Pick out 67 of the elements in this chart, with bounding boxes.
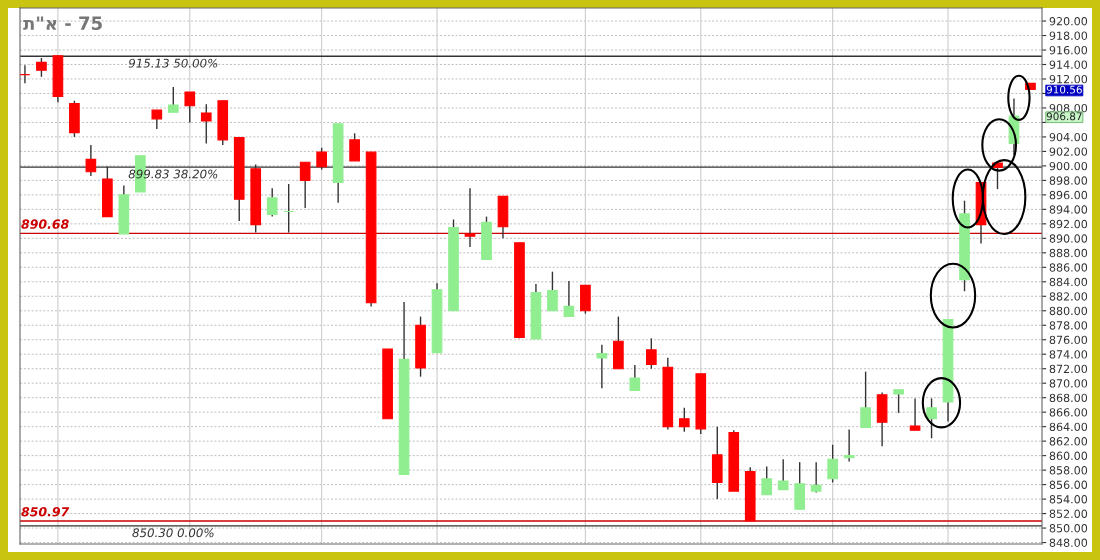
candlestick	[629, 364, 641, 392]
y-tick-label: 904.00	[1049, 132, 1088, 142]
ref-line-label: 899.83 38.20%	[128, 169, 218, 179]
y-tick-label: 880.00	[1049, 306, 1088, 316]
candlestick	[843, 428, 855, 463]
ref-line-label: 915.13 50.00%	[128, 58, 218, 68]
candlestick	[200, 103, 212, 145]
y-tick-label: 878.00	[1049, 321, 1088, 330]
y-tick-label: 898.00	[1049, 176, 1088, 185]
y-tick-label: 914.00	[1049, 60, 1088, 69]
candlestick	[810, 461, 822, 494]
candlestick	[777, 458, 789, 491]
candlestick	[283, 183, 295, 234]
y-tick-label: 854.00	[1049, 495, 1088, 504]
y-tick-label: 864.00	[1049, 422, 1088, 432]
y-tick-label: 918.00	[1049, 31, 1088, 40]
y-tick-label: 874.00	[1049, 350, 1088, 359]
candlestick	[547, 270, 558, 312]
candlestick	[909, 397, 921, 431]
y-tick-label: 856.00	[1049, 480, 1088, 489]
y-tick-label: 892.00	[1049, 219, 1088, 229]
text: 910.56	[1046, 85, 1082, 94]
candlestick	[678, 407, 690, 433]
candlestick	[827, 444, 838, 484]
y-tick-label: 894.00	[1049, 205, 1088, 214]
candlestick	[20, 64, 31, 85]
chart-title: ת"א - 75	[23, 16, 102, 31]
candlestick	[349, 132, 360, 162]
candlestick	[860, 370, 871, 429]
y-tick-label: 890.00	[1049, 234, 1088, 243]
y-tick-label: 852.00	[1049, 509, 1088, 518]
y-tick-label: 858.00	[1049, 466, 1088, 475]
y-tick-label: 868.00	[1049, 393, 1088, 403]
y-tick-label: 900.00	[1049, 161, 1088, 171]
candlestick	[926, 397, 937, 439]
y-tick-label: 896.00	[1049, 190, 1088, 200]
y-tick-label: 862.00	[1049, 437, 1088, 446]
y-tick-label: 884.00	[1049, 277, 1088, 287]
y-tick-label: 882.00	[1049, 292, 1088, 301]
candlestick	[761, 465, 773, 496]
y-tick-label: 860.00	[1049, 451, 1088, 461]
candlestick	[184, 91, 196, 124]
ref-line-label: 850.30 0.00%	[132, 528, 214, 538]
candlestick	[645, 337, 657, 370]
ref-line-label: 850.97	[21, 506, 70, 517]
y-tick-label: 912.00	[1049, 74, 1088, 84]
text: 906.87	[1046, 112, 1082, 121]
ref-line-label: 890.68	[21, 219, 69, 229]
y-tick-label: 916.00	[1049, 45, 1088, 55]
candlestick	[563, 280, 575, 318]
y-tick-label: 850.00	[1049, 524, 1088, 533]
candlestick	[167, 86, 179, 113]
y-tick-label: 888.00	[1049, 248, 1088, 258]
candlestick	[893, 389, 904, 414]
y-tick-label: 870.00	[1049, 379, 1088, 388]
y-tick-label: 902.00	[1049, 147, 1088, 156]
candlestick	[596, 344, 608, 389]
candlestick	[464, 187, 476, 248]
y-tick-label: 876.00	[1049, 335, 1088, 345]
candlestick	[266, 187, 278, 218]
y-tick-label: 866.00	[1049, 408, 1088, 417]
y-tick-label: 872.00	[1049, 364, 1088, 374]
y-tick-label: 848.00	[1049, 538, 1088, 547]
candlestick	[151, 109, 163, 130]
y-tick-label: 920.00	[1049, 17, 1088, 26]
y-tick-label: 886.00	[1049, 263, 1088, 272]
y-tick-label: 908.00	[1049, 103, 1088, 113]
